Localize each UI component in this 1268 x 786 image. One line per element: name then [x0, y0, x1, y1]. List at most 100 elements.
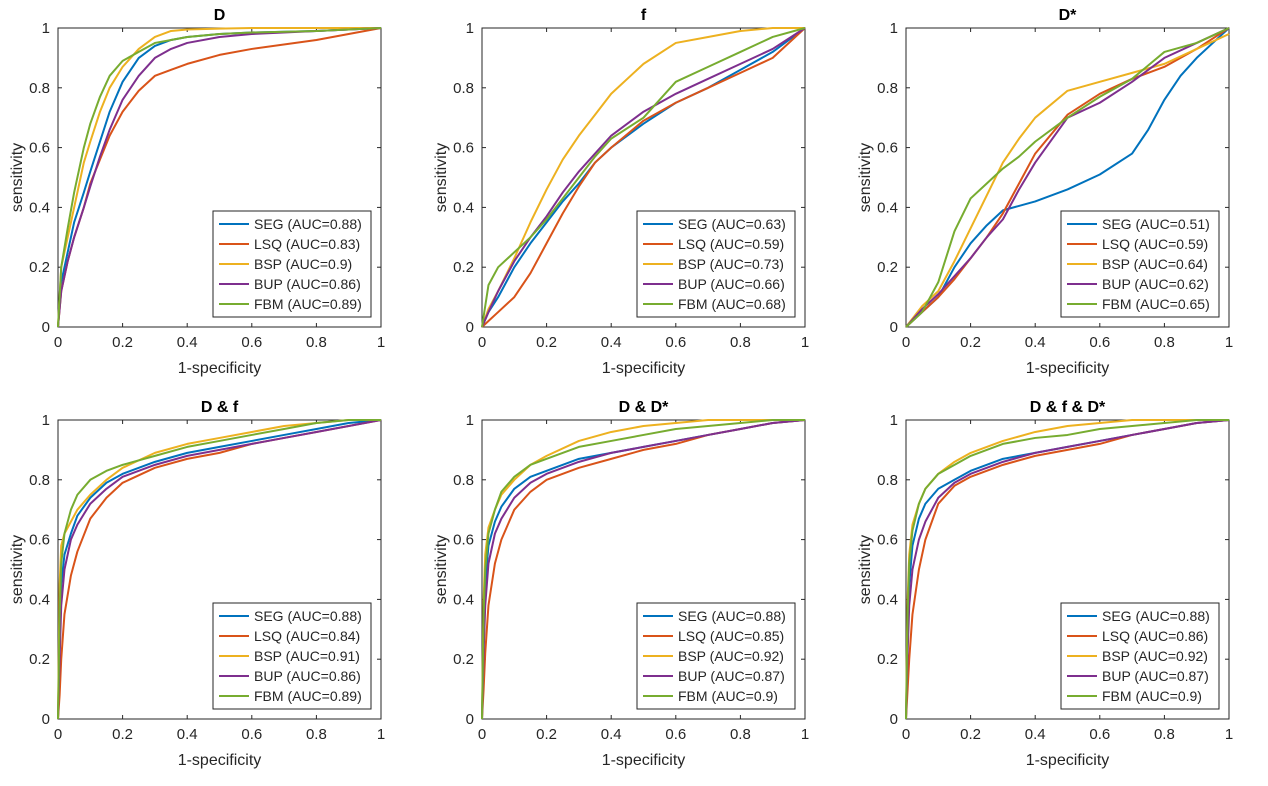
y-tick-label: 0.6 — [29, 532, 50, 549]
x-tick-label: 0.2 — [536, 726, 557, 743]
roc-panel: 0 0.2 0.4 0.6 0.8 1 0 0.2 0.4 0.6 0.8 1 1-specificit… — [433, 7, 809, 377]
x-axis-label: 1-specificity — [602, 752, 686, 769]
x-tick-label: 0.2 — [112, 334, 133, 351]
y-tick-label: 0.8 — [453, 80, 474, 97]
legend-entry-lsq: LSQ (AUC=0.85) — [678, 628, 784, 644]
y-tick-label: 0.8 — [29, 472, 50, 489]
roc-panel: 0 0.2 0.4 0.6 0.8 1 0 0.2 0.4 0.6 0.8 1 1-specificit… — [9, 399, 385, 769]
legend-entry-bup: BUP (AUC=0.66) — [678, 276, 785, 292]
chart-title: D & f & D* — [1030, 399, 1106, 416]
x-tick-label: 0.8 — [306, 726, 327, 743]
legend-entry-bsp: BSP (AUC=0.92) — [1102, 648, 1208, 664]
legend-entry-bsp: BSP (AUC=0.73) — [678, 256, 784, 272]
y-tick-label: 0.8 — [877, 472, 898, 489]
legend-entry-seg: SEG (AUC=0.88) — [678, 608, 786, 624]
y-axis-label: sensitivity — [9, 535, 26, 604]
series-line-bup — [57, 27, 382, 328]
legend-entry-seg: SEG (AUC=0.51) — [1102, 216, 1210, 232]
series-line-seg — [57, 419, 382, 720]
y-tick-label: 0 — [890, 319, 898, 336]
x-tick-label: 0.2 — [960, 334, 981, 351]
x-axis-label: 1-specificity — [602, 360, 686, 377]
y-tick-label: 0.2 — [453, 259, 474, 276]
chart-title: f — [641, 7, 647, 24]
series-line-bup — [481, 27, 806, 328]
x-tick-label: 0.6 — [665, 726, 686, 743]
x-tick-label: 1 — [377, 334, 385, 351]
y-tick-label: 0 — [466, 711, 474, 728]
y-tick-label: 0.4 — [877, 199, 898, 216]
legend-entry-bup: BUP (AUC=0.62) — [1102, 276, 1209, 292]
y-tick-label: 0.4 — [29, 591, 50, 608]
legend-entry-fbm: FBM (AUC=0.89) — [254, 688, 362, 704]
x-tick-label: 1 — [801, 334, 809, 351]
legend-entry-bsp: BSP (AUC=0.64) — [1102, 256, 1208, 272]
x-tick-label: 0.4 — [1025, 726, 1046, 743]
y-tick-label: 0 — [466, 319, 474, 336]
y-tick-label: 0.2 — [29, 651, 50, 668]
roc-panel: 0 0.2 0.4 0.6 0.8 1 0 0.2 0.4 0.6 0.8 1 1-specificit… — [9, 7, 385, 377]
chart-title: D & D* — [619, 399, 670, 416]
y-tick-label: 0.6 — [29, 140, 50, 157]
y-tick-label: 0.2 — [877, 259, 898, 276]
series-line-bup — [481, 419, 806, 720]
series-line-fbm — [905, 419, 1229, 720]
roc-panel: 0 0.2 0.4 0.6 0.8 1 0 0.2 0.4 0.6 0.8 1 1-specificit… — [433, 399, 809, 769]
y-tick-label: 0.8 — [453, 472, 474, 489]
y-axis-label: sensitivity — [857, 143, 874, 212]
y-tick-label: 0.8 — [877, 80, 898, 97]
chart-title: D* — [1059, 7, 1078, 24]
series-line-bup — [57, 419, 382, 720]
legend-entry-bsp: BSP (AUC=0.92) — [678, 648, 784, 664]
chart-title: D — [214, 7, 226, 24]
y-axis-label: sensitivity — [433, 143, 450, 212]
legend-entry-fbm: FBM (AUC=0.9) — [1102, 688, 1202, 704]
series-line-fbm — [57, 419, 381, 720]
x-axis-label: 1-specificity — [1026, 360, 1110, 377]
legend-entry-bup: BUP (AUC=0.86) — [254, 276, 361, 292]
x-tick-label: 1 — [377, 726, 385, 743]
legend-entry-bsp: BSP (AUC=0.91) — [254, 648, 360, 664]
roc-panel: 0 0.2 0.4 0.6 0.8 1 0 0.2 0.4 0.6 0.8 1 1-specificit… — [857, 7, 1233, 377]
y-tick-label: 0 — [42, 711, 50, 728]
y-tick-label: 0 — [42, 319, 50, 336]
legend-entry-bup: BUP (AUC=0.87) — [678, 668, 785, 684]
x-tick-label: 0 — [54, 334, 62, 351]
legend-entry-seg: SEG (AUC=0.88) — [254, 216, 362, 232]
x-tick-label: 0.6 — [665, 334, 686, 351]
roc-panel: 0 0.2 0.4 0.6 0.8 1 0 0.2 0.4 0.6 0.8 1 1-specificit… — [857, 399, 1233, 769]
y-tick-label: 0.4 — [877, 591, 898, 608]
y-tick-label: 0.4 — [453, 591, 474, 608]
legend-entry-lsq: LSQ (AUC=0.84) — [254, 628, 360, 644]
x-tick-label: 0.4 — [177, 334, 198, 351]
y-axis-label: sensitivity — [433, 535, 450, 604]
y-tick-label: 0.2 — [877, 651, 898, 668]
x-tick-label: 0.6 — [1089, 726, 1110, 743]
y-tick-label: 0.6 — [877, 140, 898, 157]
legend-entry-fbm: FBM (AUC=0.68) — [678, 296, 786, 312]
y-tick-label: 0.6 — [453, 140, 474, 157]
series-line-fbm — [57, 27, 382, 328]
x-tick-label: 0 — [478, 726, 486, 743]
y-tick-label: 0.6 — [453, 532, 474, 549]
y-tick-label: 0.4 — [29, 199, 50, 216]
x-axis-label: 1-specificity — [178, 360, 262, 377]
x-tick-label: 0.6 — [241, 334, 262, 351]
x-tick-label: 0.2 — [536, 334, 557, 351]
x-tick-label: 0 — [902, 726, 910, 743]
legend-entry-fbm: FBM (AUC=0.65) — [1102, 296, 1210, 312]
x-axis-label: 1-specificity — [178, 752, 262, 769]
x-tick-label: 0.8 — [306, 334, 327, 351]
legend-entry-lsq: LSQ (AUC=0.86) — [1102, 628, 1208, 644]
legend-entry-lsq: LSQ (AUC=0.59) — [678, 236, 784, 252]
legend-entry-seg: SEG (AUC=0.63) — [678, 216, 786, 232]
series-line-bsp — [57, 27, 381, 328]
x-tick-label: 1 — [1225, 726, 1233, 743]
legend-entry-fbm: FBM (AUC=0.89) — [254, 296, 362, 312]
x-axis-label: 1-specificity — [1026, 752, 1110, 769]
x-tick-label: 0.8 — [1154, 726, 1175, 743]
y-tick-label: 0.2 — [29, 259, 50, 276]
series-line-bup — [905, 419, 1230, 720]
x-tick-label: 0.2 — [112, 726, 133, 743]
